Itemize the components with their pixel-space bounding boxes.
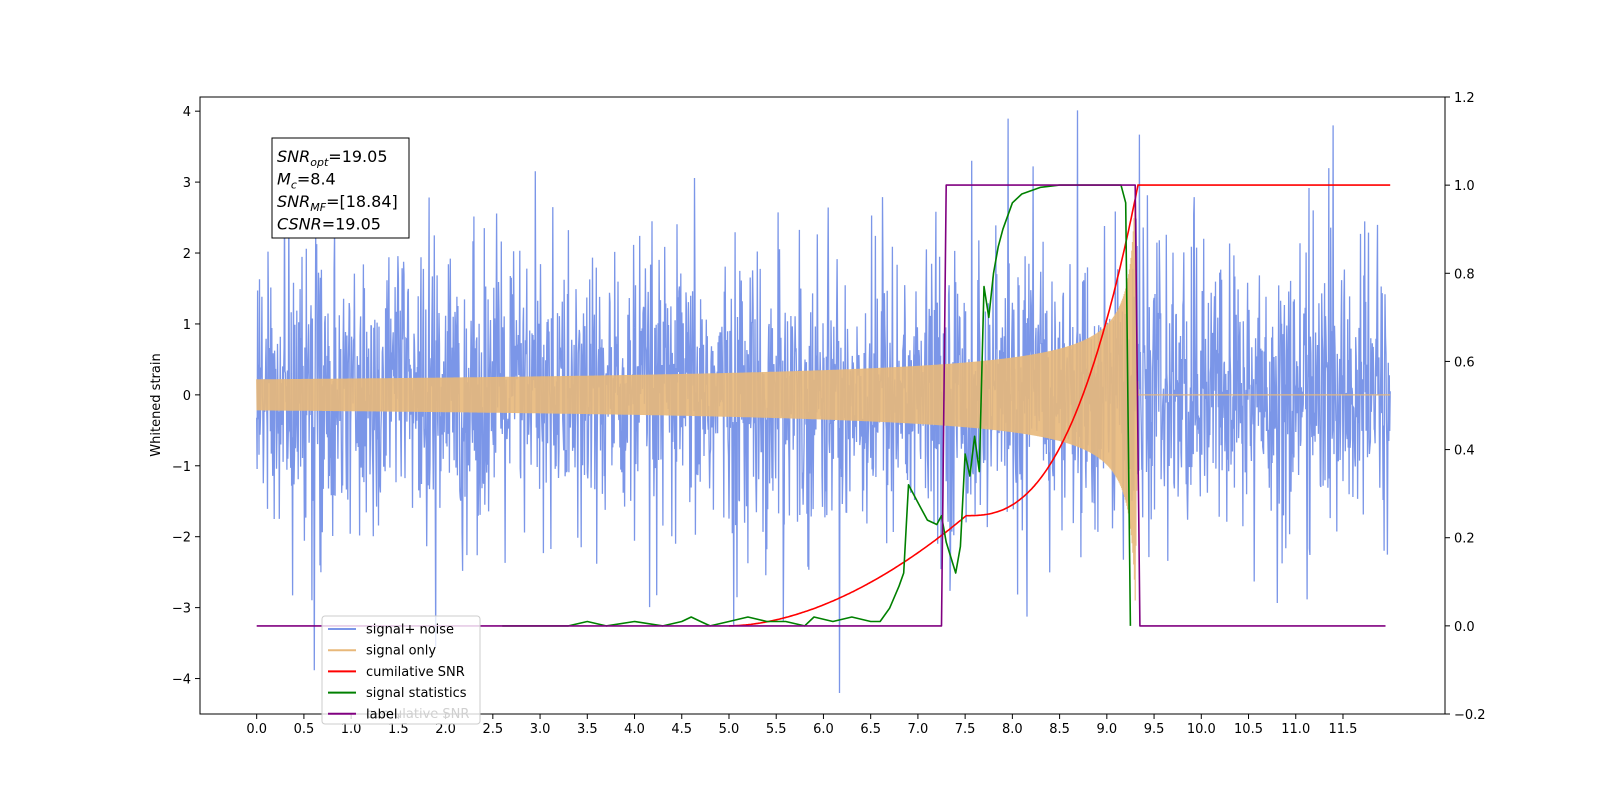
x-tick-label: 3.5 — [577, 722, 598, 737]
x-tick-label: 5.5 — [766, 722, 787, 737]
annotation-line: SNRopt=19.05 — [277, 147, 388, 169]
y2-tick-label: 1.0 — [1454, 179, 1475, 194]
y-tick-label: 2 — [183, 247, 191, 262]
x-tick-label: 6.5 — [860, 722, 881, 737]
x-tick-label: 1.0 — [341, 722, 362, 737]
x-tick-label: 6.0 — [813, 722, 834, 737]
y-axis-left: 4 3 2 1 0 −1 −2 −3 −4 — [172, 105, 200, 688]
annotation-line: SNRMF=[18.84] — [277, 192, 398, 214]
series-label — [256, 184, 1386, 627]
y-tick-label: 4 — [183, 105, 191, 120]
y2-tick-label: 0.6 — [1454, 355, 1475, 370]
legend-label: signal+ noise — [366, 623, 454, 638]
annotation-value: =8.4 — [297, 170, 336, 189]
x-tick-label: 0.5 — [294, 722, 315, 737]
series-signal-statistics — [502, 184, 1132, 627]
annotation-symbol: CSNR — [277, 215, 322, 234]
x-tick-label: 1.5 — [388, 722, 409, 737]
x-tick-label: 2.5 — [482, 722, 503, 737]
x-tick-label: 5.0 — [719, 722, 740, 737]
x-tick-label: 11.0 — [1281, 722, 1310, 737]
y-tick-label: 1 — [183, 318, 191, 333]
x-tick-label: 9.5 — [1144, 722, 1165, 737]
annotation-subscript: c — [291, 179, 297, 192]
x-tick-label: 9.0 — [1096, 722, 1117, 737]
y2-tick-label: 0.8 — [1454, 267, 1475, 282]
x-tick-label: 3.0 — [530, 722, 551, 737]
y-tick-label: 0 — [183, 389, 191, 404]
metrics-annotation-box: SNRopt=19.05Mc=8.4SNRMF=[18.84]CSNR=19.0… — [271, 137, 410, 239]
legend: cumulative SNR signal+ noise signal only cu… — [321, 615, 481, 725]
y-tick-label: 3 — [183, 176, 191, 191]
annotation-subscript: opt — [310, 156, 329, 169]
legend-label: signal only — [366, 644, 436, 659]
series-cumulative-snr — [728, 184, 1391, 627]
y2-tick-label: 1.2 — [1454, 91, 1475, 106]
plot-border — [199, 96, 1446, 715]
y2-tick-label: 0.0 — [1454, 620, 1475, 635]
annotation-value: =[18.84] — [326, 192, 398, 211]
x-tick-label: 4.5 — [671, 722, 692, 737]
annotation-symbol: SNR — [277, 192, 310, 211]
y-tick-label: −1 — [172, 460, 191, 475]
y2-tick-label: −0.2 — [1454, 708, 1486, 723]
x-tick-label: 10.5 — [1234, 722, 1263, 737]
legend-label: cumilative SNR — [366, 665, 465, 680]
annotation-line: CSNR=19.05 — [277, 215, 381, 234]
annotation-frame — [271, 137, 410, 239]
x-tick-label: 0.0 — [246, 722, 267, 737]
x-tick-label: 7.5 — [955, 722, 976, 737]
x-tick-label: 10.0 — [1187, 722, 1216, 737]
annotation-symbol: SNR — [277, 147, 310, 166]
y-axis-right: 1.2 1.0 0.8 0.6 0.4 0.2 0.0 −0.2 — [1445, 91, 1486, 723]
annotation-subscript: MF — [310, 201, 326, 214]
y-tick-label: −4 — [172, 673, 191, 688]
legend-label: label — [366, 707, 397, 722]
y-tick-label: −3 — [172, 602, 191, 617]
x-tick-label: 4.0 — [624, 722, 645, 737]
x-tick-label: 8.5 — [1049, 722, 1070, 737]
x-tick-label: 7.0 — [908, 722, 929, 737]
x-axis: 0.0 0.5 1.0 1.5 2.0 2.5 3.0 3.5 4.0 4.5 5.0 5.5 6.0 6… — [246, 714, 1357, 737]
y2-tick-label: 0.2 — [1454, 532, 1475, 547]
annotation-line: Mc=8.4 — [277, 170, 336, 192]
annotation-value: =19.05 — [328, 147, 387, 166]
legend-frame — [321, 615, 481, 725]
series-signal-only — [256, 200, 1391, 601]
y2-tick-label: 0.4 — [1454, 444, 1475, 459]
x-tick-label: 11.5 — [1329, 722, 1358, 737]
y-axis-label: Whitened strain — [149, 353, 164, 456]
legend-overlap-text: cumulative SNR — [366, 707, 469, 722]
x-tick-label: 8.0 — [1002, 722, 1023, 737]
annotation-symbol: M — [277, 170, 291, 189]
annotation-value: =19.05 — [322, 215, 381, 234]
y-tick-label: −2 — [172, 531, 191, 546]
legend-label: signal statistics — [366, 686, 467, 701]
x-tick-label: 2.0 — [435, 722, 456, 737]
